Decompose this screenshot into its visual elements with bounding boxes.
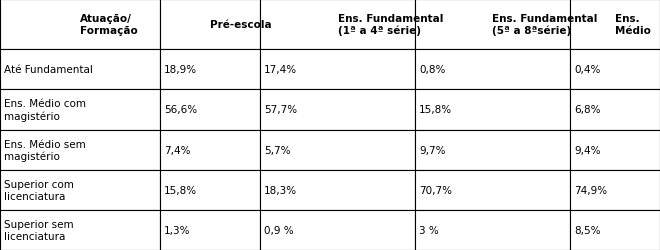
Bar bbox=[160, 50, 260, 90]
Text: 18,9%: 18,9% bbox=[164, 65, 197, 75]
Bar bbox=[160, 90, 260, 130]
Text: 17,4%: 17,4% bbox=[264, 65, 297, 75]
Text: 5,7%: 5,7% bbox=[264, 145, 290, 155]
Bar bbox=[0, 210, 160, 250]
Text: 3 %: 3 % bbox=[419, 225, 439, 235]
Bar bbox=[260, 170, 415, 210]
Text: 9,4%: 9,4% bbox=[574, 145, 601, 155]
Text: Pré-escola: Pré-escola bbox=[210, 20, 272, 30]
Text: 7,4%: 7,4% bbox=[164, 145, 191, 155]
Text: 8,5%: 8,5% bbox=[574, 225, 601, 235]
Text: 9,7%: 9,7% bbox=[419, 145, 446, 155]
Bar bbox=[570, 0, 660, 50]
Bar bbox=[570, 170, 660, 210]
Text: 1,3%: 1,3% bbox=[164, 225, 191, 235]
Bar bbox=[415, 0, 570, 50]
Text: Ens.
Médio: Ens. Médio bbox=[615, 14, 651, 36]
Text: 0,9 %: 0,9 % bbox=[264, 225, 294, 235]
Text: 0,4%: 0,4% bbox=[574, 65, 601, 75]
Bar bbox=[0, 90, 160, 130]
Bar bbox=[570, 130, 660, 170]
Bar bbox=[570, 50, 660, 90]
Bar bbox=[0, 50, 160, 90]
Text: 56,6%: 56,6% bbox=[164, 105, 197, 115]
Bar bbox=[0, 130, 160, 170]
Bar bbox=[260, 130, 415, 170]
Bar bbox=[570, 210, 660, 250]
Bar bbox=[415, 90, 570, 130]
Text: 6,8%: 6,8% bbox=[574, 105, 601, 115]
Text: Superior com
licenciatura: Superior com licenciatura bbox=[4, 179, 74, 201]
Bar bbox=[160, 0, 260, 50]
Bar bbox=[160, 170, 260, 210]
Text: Ens. Médio com
magistério: Ens. Médio com magistério bbox=[4, 99, 86, 121]
Bar bbox=[415, 130, 570, 170]
Text: Ens. Médio sem
magistério: Ens. Médio sem magistério bbox=[4, 139, 86, 161]
Bar bbox=[260, 0, 415, 50]
Bar bbox=[260, 210, 415, 250]
Text: Ens. Fundamental
(5ª a 8ªsérie): Ens. Fundamental (5ª a 8ªsérie) bbox=[492, 14, 598, 36]
Text: 15,8%: 15,8% bbox=[419, 105, 452, 115]
Bar bbox=[160, 210, 260, 250]
Bar bbox=[415, 170, 570, 210]
Text: Até Fundamental: Até Fundamental bbox=[4, 65, 93, 75]
Bar bbox=[260, 90, 415, 130]
Bar bbox=[160, 130, 260, 170]
Text: 15,8%: 15,8% bbox=[164, 185, 197, 195]
Text: 70,7%: 70,7% bbox=[419, 185, 452, 195]
Text: Atuação/
Formação: Atuação/ Formação bbox=[80, 14, 138, 36]
Text: Ens. Fundamental
(1ª a 4ª série): Ens. Fundamental (1ª a 4ª série) bbox=[337, 14, 443, 36]
Bar bbox=[260, 50, 415, 90]
Bar bbox=[0, 170, 160, 210]
Bar bbox=[0, 0, 160, 50]
Text: 18,3%: 18,3% bbox=[264, 185, 297, 195]
Bar bbox=[415, 210, 570, 250]
Text: 0,8%: 0,8% bbox=[419, 65, 446, 75]
Text: 57,7%: 57,7% bbox=[264, 105, 297, 115]
Text: Superior sem
licenciatura: Superior sem licenciatura bbox=[4, 219, 74, 241]
Bar bbox=[415, 50, 570, 90]
Text: 74,9%: 74,9% bbox=[574, 185, 607, 195]
Bar bbox=[570, 90, 660, 130]
